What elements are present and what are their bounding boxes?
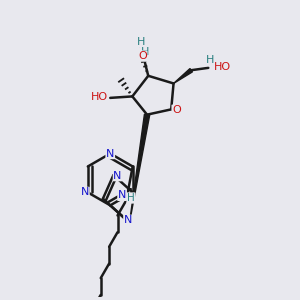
Text: HO: HO xyxy=(214,62,231,72)
Text: N: N xyxy=(118,190,126,200)
Text: O: O xyxy=(139,49,147,59)
Polygon shape xyxy=(130,114,150,223)
Text: HO: HO xyxy=(91,92,108,102)
Text: H: H xyxy=(140,47,149,57)
Text: H: H xyxy=(127,193,135,203)
Text: N: N xyxy=(106,148,114,158)
Polygon shape xyxy=(174,69,193,83)
Text: O: O xyxy=(138,51,147,61)
Text: H: H xyxy=(137,37,145,47)
Text: N: N xyxy=(124,215,132,225)
Text: H: H xyxy=(206,56,214,65)
Text: N: N xyxy=(113,171,122,181)
Text: O: O xyxy=(172,105,181,115)
Text: N: N xyxy=(81,188,89,197)
